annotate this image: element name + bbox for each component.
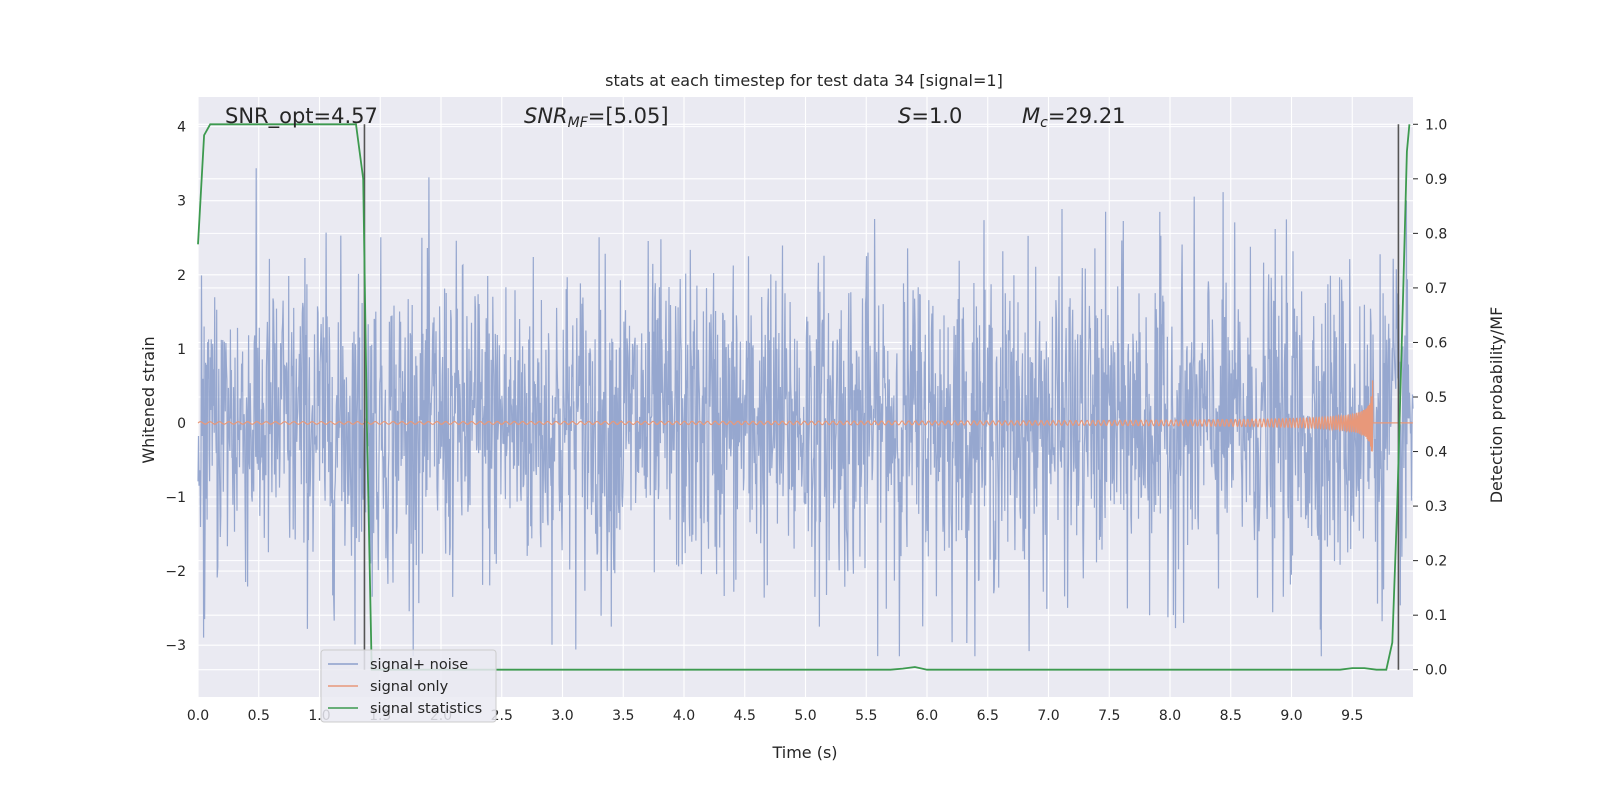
y-right-tick-label: 0.7 [1425,281,1447,297]
x-tick-label: 8.0 [1159,708,1181,724]
statistics-line [197,123,1411,671]
legend: signal+ noise signal only signal statist… [320,649,497,723]
x-axis-label: Time (s) [771,743,837,762]
y-right-tick-label: 0.5 [1425,390,1447,406]
y-right-tick-label: 0.4 [1425,445,1447,461]
mc-value: =29.21 [1048,104,1126,128]
x-tick-label: 6.0 [916,708,938,724]
x-tick-label: 0.0 [187,708,209,724]
y-tick-labels: −3 −2 −1 0 1 2 3 4 [165,120,186,655]
y-tick-label: −1 [165,490,186,506]
legend-label-signal-noise: signal+ noise [370,657,468,673]
legend-label-signal-statistics: signal statistics [370,701,482,717]
annotation-snr-opt: SNR_opt=4.57 [225,104,378,129]
x-tick-label: 7.0 [1037,708,1059,724]
annotation-snr-mf: SNRMF=[5.05] [524,104,669,131]
y-tick-label: 2 [177,268,186,284]
x-tick-label: 3.0 [551,708,573,724]
y-right-tick-label: 0.9 [1425,172,1447,188]
x-tick-label: 4.0 [673,708,695,724]
y-tick-label: 0 [177,416,186,432]
y-right-axis-label: Detection probability/MF [1487,307,1506,504]
x-tick-label: 5.5 [855,708,877,724]
y-axis-label: Whitened strain [139,336,158,463]
y-right-tick-labels: 0.0 0.1 0.2 0.3 0.4 0.5 0.6 0.7 0.8 0.9 1.0 [1413,117,1447,679]
y-tick-label: 3 [177,194,186,210]
y-right-tick-label: 1.0 [1425,117,1447,133]
x-tick-label: 7.5 [1098,708,1120,724]
x-tick-label: 4.5 [734,708,756,724]
x-tick-label: 8.5 [1220,708,1242,724]
y-tick-label: −2 [165,564,186,580]
x-tick-labels: 0.00.51.01.52.02.53.03.54.04.55.05.56.06… [187,708,1364,724]
snr-mf-name: SNR [524,104,568,128]
y-right-tick-label: 0.0 [1425,663,1447,679]
series-signal-statistics [197,123,1411,671]
y-right-tick-label: 0.8 [1425,226,1447,242]
y-tick-label: 4 [177,120,186,136]
legend-label-signal-only: signal only [370,679,449,695]
legend-box [320,649,497,723]
mc-name: M [1022,104,1040,128]
noise-line [197,168,1414,657]
series-signal-only [197,380,1413,452]
s-name: S [898,104,911,128]
x-tick-label: 5.0 [794,708,816,724]
y-right-tick-label: 0.2 [1425,554,1447,570]
y-right-tick-label: 0.3 [1425,499,1447,515]
x-tick-label: 6.5 [977,708,999,724]
y-tick-label: 1 [177,342,186,358]
snr-mf-subscript: MF [568,115,589,131]
x-tick-label: 3.5 [612,708,634,724]
x-tick-label: 0.5 [248,708,270,724]
x-tick-label: 9.0 [1280,708,1302,724]
annotation-mc: Mc=29.21 [1022,104,1126,131]
y-right-tick-label: 0.1 [1425,608,1447,624]
y-tick-label: −3 [165,638,186,654]
s-value: =1.0 [911,104,962,128]
x-tick-label: 9.5 [1341,708,1363,724]
mc-subscript: c [1040,115,1048,131]
series-signal-noise [197,168,1414,657]
annotation-s: S=1.0 [898,104,962,128]
chart-title: stats at each timestep for test data 34 … [605,71,1003,90]
signal-line [197,380,1413,452]
snr-mf-value: =[5.05] [588,104,669,128]
y-right-tick-label: 0.6 [1425,335,1447,351]
